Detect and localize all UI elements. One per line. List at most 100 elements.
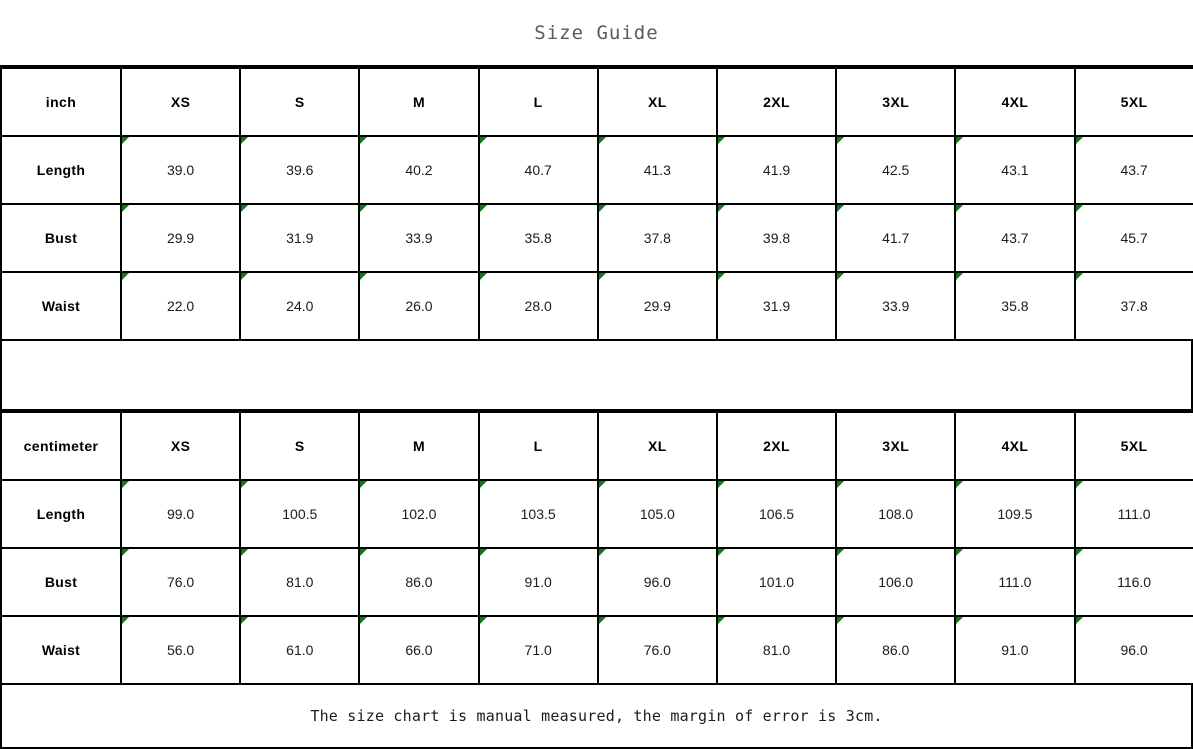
measurement-value: 100.5 <box>282 506 318 522</box>
measurement-cell: 86.0 <box>835 615 957 685</box>
measurement-value: 66.0 <box>405 642 433 658</box>
measurement-value: 35.8 <box>524 230 552 246</box>
unit-header-cell: inch <box>0 67 122 137</box>
measurement-cell: 81.0 <box>715 615 838 685</box>
measurement-cell: 102.0 <box>358 479 480 549</box>
measurement-cell: 96.0 <box>1073 615 1193 685</box>
measurement-label-waist: Waist <box>0 615 122 685</box>
comment-marker-icon <box>717 481 725 488</box>
comment-marker-icon <box>241 273 249 280</box>
table-row: Length 39.0 39.6 40.2 40.7 41.3 41.9 42.5 43.1 43… <box>0 135 1193 205</box>
measurement-value: 96.0 <box>1120 642 1148 658</box>
comment-marker-icon <box>956 481 964 488</box>
comment-marker-icon <box>360 549 368 556</box>
comment-marker-icon <box>717 273 725 280</box>
measurement-value: 35.8 <box>1001 298 1029 314</box>
measurement-disclaimer-bar: The size chart is manual measured, the m… <box>0 685 1193 749</box>
size-header-3xl: 3XL <box>835 67 957 137</box>
comment-marker-icon <box>1075 481 1083 488</box>
comment-marker-icon <box>122 481 129 488</box>
measurement-cell: 66.0 <box>358 615 480 685</box>
comment-marker-icon <box>360 481 368 488</box>
measurement-label-bust: Bust <box>0 547 122 617</box>
comment-marker-icon <box>598 205 606 212</box>
measurement-value: 106.5 <box>759 506 795 522</box>
measurement-cell: 116.0 <box>1073 547 1193 617</box>
table-row: Bust 29.9 31.9 33.9 35.8 37.8 39.8 41.7 43.7 45.7 <box>0 203 1193 273</box>
measurement-value: 45.7 <box>1120 230 1148 246</box>
measurement-cell: 86.0 <box>358 547 480 617</box>
table-header-row: centimeter XS S M L XL 2XL 3XL 4XL 5XL <box>0 411 1193 481</box>
comment-marker-icon <box>241 205 249 212</box>
measurement-value: 96.0 <box>643 574 671 590</box>
measurement-value: 40.7 <box>524 162 552 178</box>
comment-marker-icon <box>479 549 487 556</box>
table-row: Waist 22.0 24.0 26.0 28.0 29.9 31.9 33.9 35.8 37.… <box>0 271 1193 341</box>
measurement-value: 33.9 <box>405 230 433 246</box>
measurement-cell: 99.0 <box>119 479 242 549</box>
measurement-value: 39.0 <box>166 162 195 178</box>
measurement-cell: 43.7 <box>1073 135 1193 205</box>
table-row: Waist 56.0 61.0 66.0 71.0 76.0 81.0 86.0 91.0 96.… <box>0 615 1193 685</box>
measurement-cell: 43.1 <box>954 135 1076 205</box>
measurement-cell: 39.6 <box>239 135 361 205</box>
measurement-label-length: Length <box>0 479 122 549</box>
comment-marker-icon <box>837 549 845 556</box>
size-header-xs: XS <box>119 67 242 137</box>
size-header-m: M <box>358 67 480 137</box>
size-header-xs: XS <box>119 411 242 481</box>
measurement-cell: 31.9 <box>239 203 361 273</box>
comment-marker-icon <box>598 273 606 280</box>
measurement-cell: 43.7 <box>954 203 1076 273</box>
measurement-cell: 101.0 <box>715 547 838 617</box>
comment-marker-icon <box>598 549 606 556</box>
comment-marker-icon <box>241 481 249 488</box>
measurement-cell: 81.0 <box>239 547 361 617</box>
measurement-value: 28.0 <box>524 298 552 314</box>
comment-marker-icon <box>837 137 845 144</box>
measurement-value: 86.0 <box>882 642 910 658</box>
comment-marker-icon <box>122 205 129 212</box>
measurement-cell: 26.0 <box>358 271 480 341</box>
measurement-cell: 29.9 <box>596 271 718 341</box>
measurement-cell: 33.9 <box>358 203 480 273</box>
measurement-value: 111.0 <box>1117 506 1151 522</box>
comment-marker-icon <box>717 205 725 212</box>
size-header-4xl: 4XL <box>954 411 1076 481</box>
measurement-label-bust: Bust <box>0 203 122 273</box>
measurement-cell: 61.0 <box>239 615 361 685</box>
comment-marker-icon <box>956 137 964 144</box>
measurement-value: 26.0 <box>405 298 433 314</box>
measurement-value: 42.5 <box>882 162 910 178</box>
measurement-value: 76.0 <box>643 642 671 658</box>
comment-marker-icon <box>598 481 606 488</box>
measurement-cell: 37.8 <box>596 203 718 273</box>
measurement-value: 29.9 <box>166 230 195 246</box>
comment-marker-icon <box>122 617 129 624</box>
measurement-value: 41.9 <box>762 162 791 178</box>
measurement-value: 91.0 <box>524 574 552 590</box>
measurement-value: 71.0 <box>524 642 552 658</box>
measurement-cell: 100.5 <box>239 479 361 549</box>
table-row: Bust 76.0 81.0 86.0 91.0 96.0 101.0 106.0 111.0 1… <box>0 547 1193 617</box>
size-header-5xl: 5XL <box>1073 411 1193 481</box>
measurement-cell: 35.8 <box>954 271 1076 341</box>
size-header-5xl: 5XL <box>1073 67 1193 137</box>
measurement-cell: 91.0 <box>954 615 1076 685</box>
comment-marker-icon <box>122 273 129 280</box>
measurement-value: 101.0 <box>759 574 795 590</box>
measurement-label-length: Length <box>0 135 122 205</box>
measurement-cell: 106.5 <box>715 479 838 549</box>
measurement-value: 76.0 <box>166 574 195 590</box>
measurement-value: 116.0 <box>1117 574 1152 590</box>
measurement-cell: 71.0 <box>477 615 599 685</box>
measurement-value: 40.2 <box>405 162 433 178</box>
size-header-xl: XL <box>596 411 718 481</box>
measurement-label-waist: Waist <box>0 271 122 341</box>
measurement-value: 37.8 <box>1120 298 1148 314</box>
comment-marker-icon <box>360 137 368 144</box>
comment-marker-icon <box>479 617 487 624</box>
size-header-l: L <box>477 411 599 481</box>
table-separator-row <box>0 341 1193 411</box>
